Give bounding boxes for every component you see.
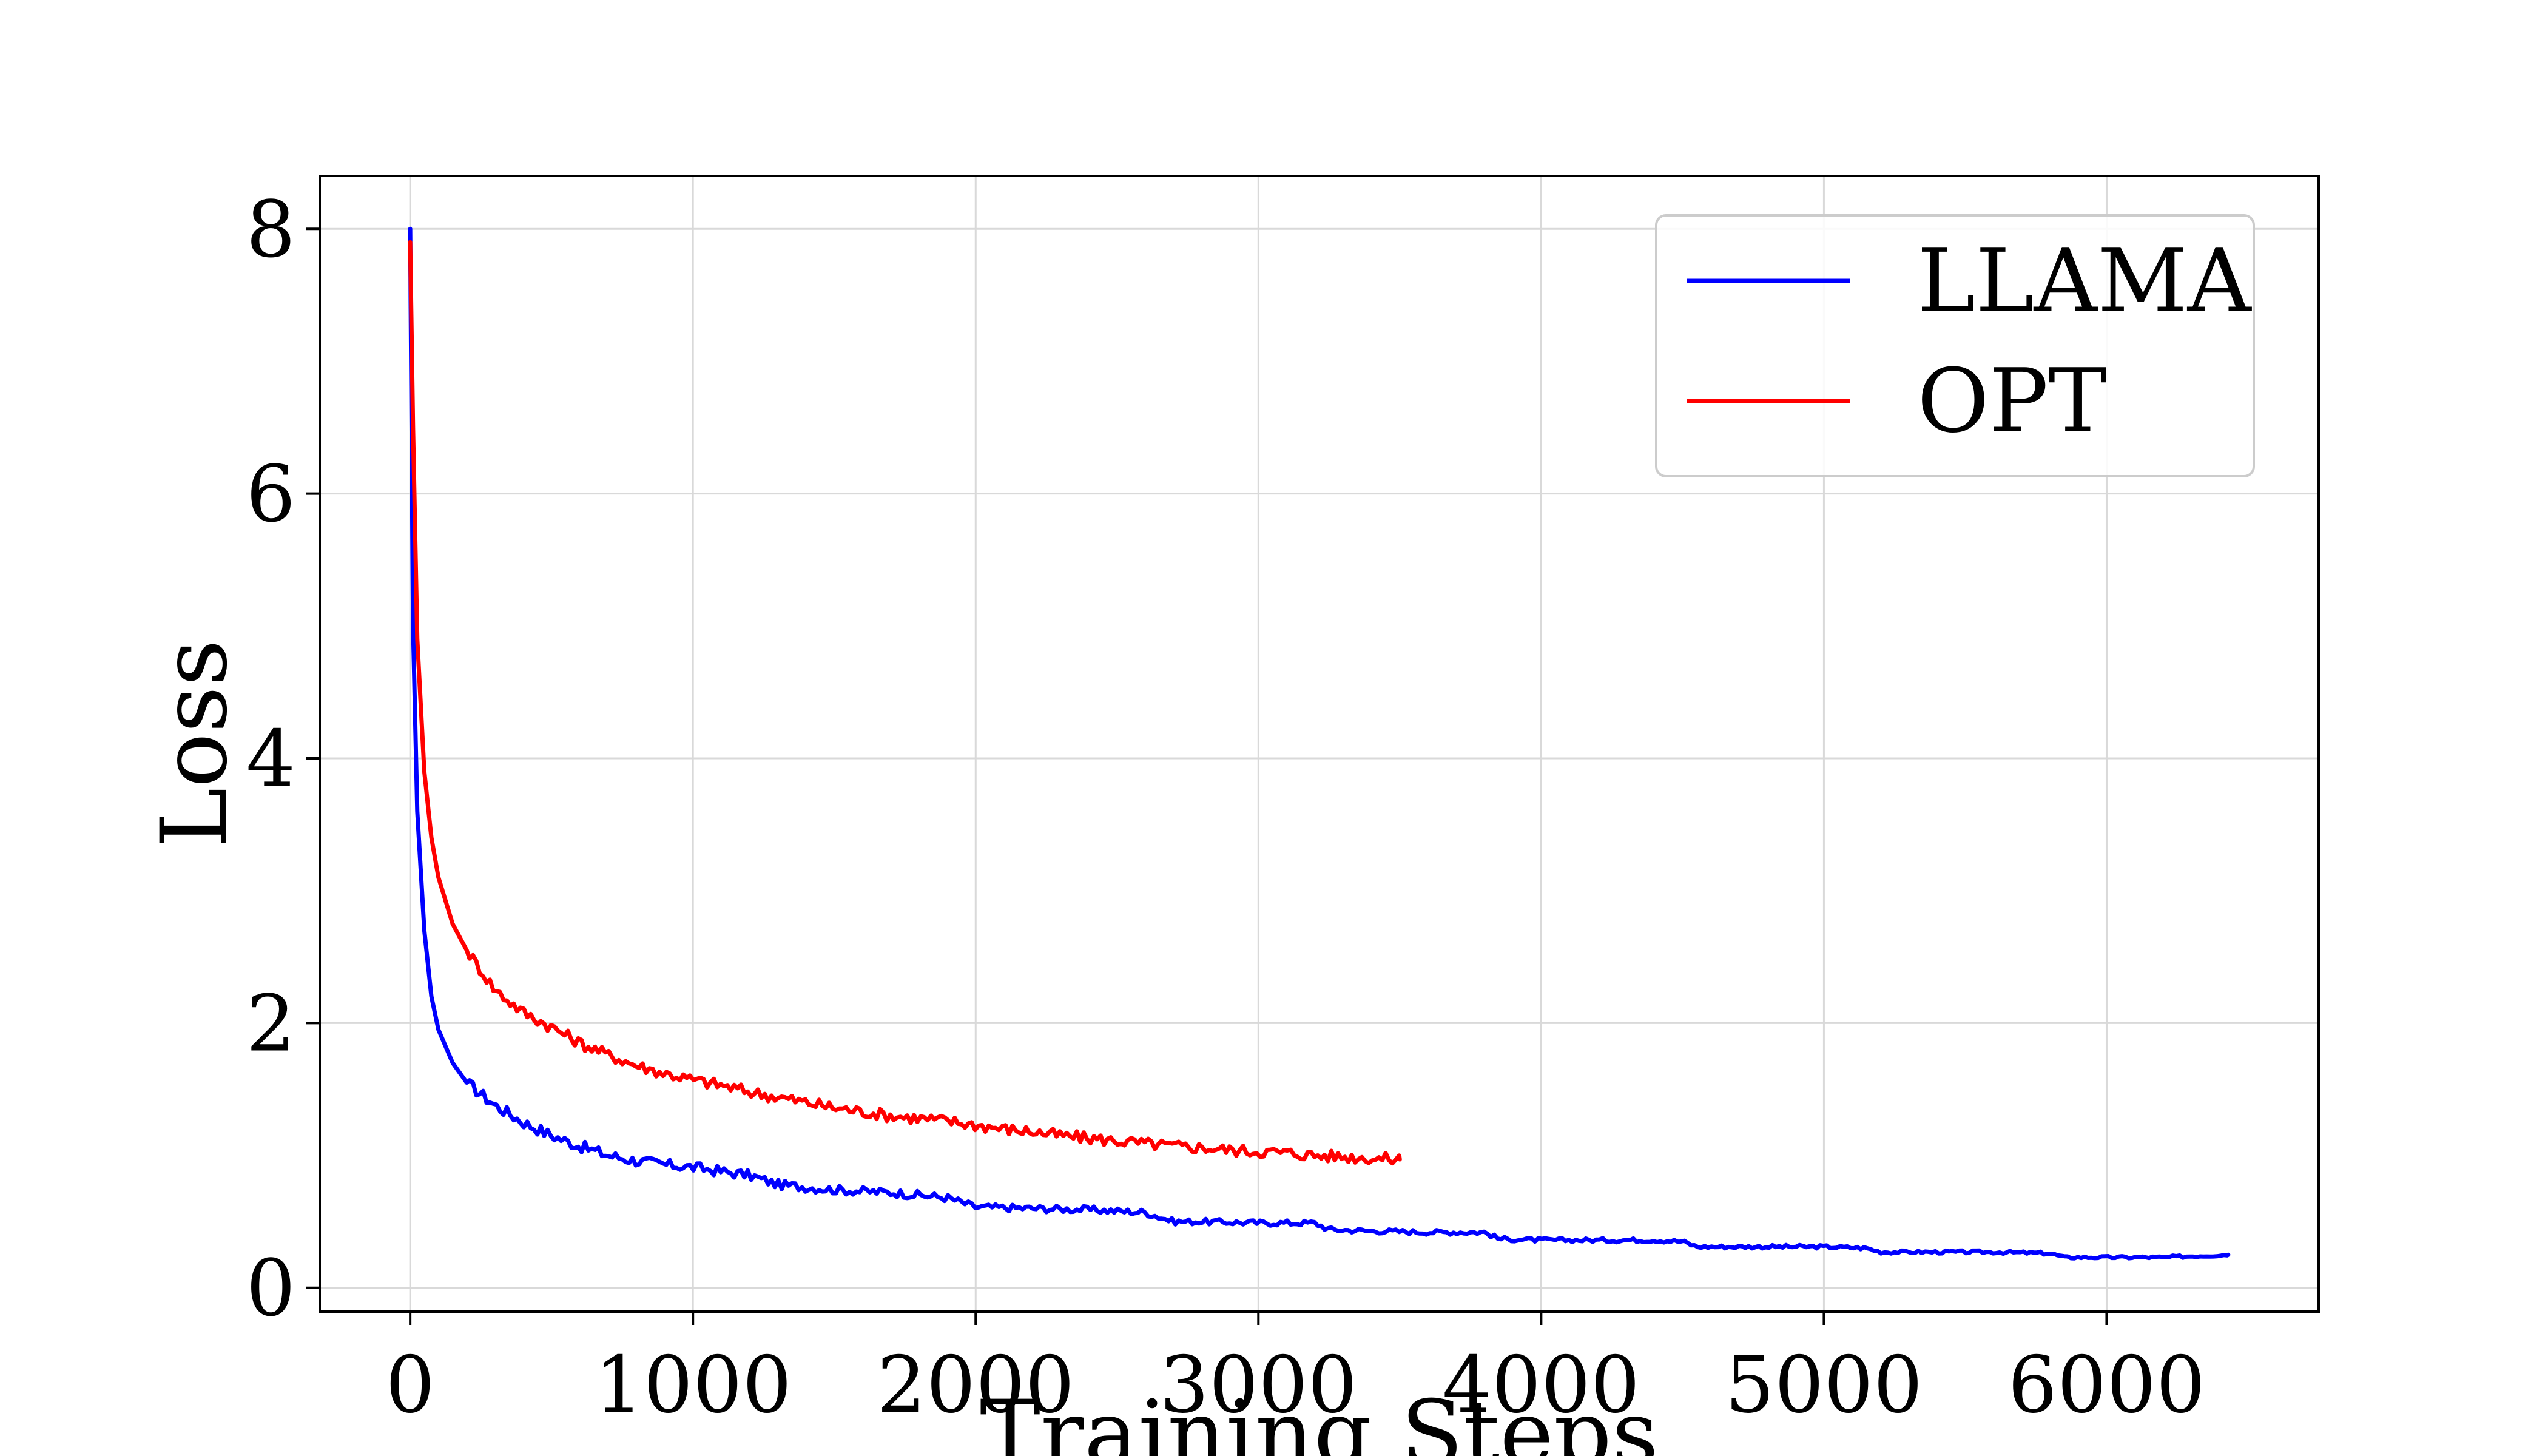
plot-frame	[318, 175, 2320, 1313]
x-tick-label: 2000	[877, 1340, 1074, 1431]
x-tick-label: 6000	[2008, 1340, 2206, 1431]
x-tick-label: 3000	[1159, 1340, 1357, 1431]
y-tick-label: 0	[246, 1244, 295, 1334]
legend: LLAMA OPT	[1655, 214, 2255, 477]
series-line-llama	[408, 226, 2231, 1261]
y-tick-label: 8	[246, 184, 295, 275]
x-tick-label: 1000	[594, 1340, 792, 1431]
x-tick-label: 4000	[1442, 1340, 1640, 1431]
series-layer	[408, 226, 2231, 1261]
x-tick-label: 5000	[1725, 1340, 1923, 1431]
y-tick-label: 6	[246, 450, 295, 540]
legend-label-opt: OPT	[1917, 350, 2107, 453]
ticks-layer: 0 1000 2000 3000 4000 5000 6000 0 2 4 6 8	[246, 184, 2206, 1431]
y-axis-label: Loss	[142, 639, 248, 848]
legend-label-llama: LLAMA	[1917, 230, 2253, 332]
y-tick-label: 4	[246, 714, 295, 804]
series-line-opt	[408, 240, 1402, 1166]
y-tick-label: 2	[246, 979, 295, 1069]
x-tick-label: 0	[385, 1340, 434, 1431]
x-axis-label: Training Steps	[980, 1381, 1659, 1456]
